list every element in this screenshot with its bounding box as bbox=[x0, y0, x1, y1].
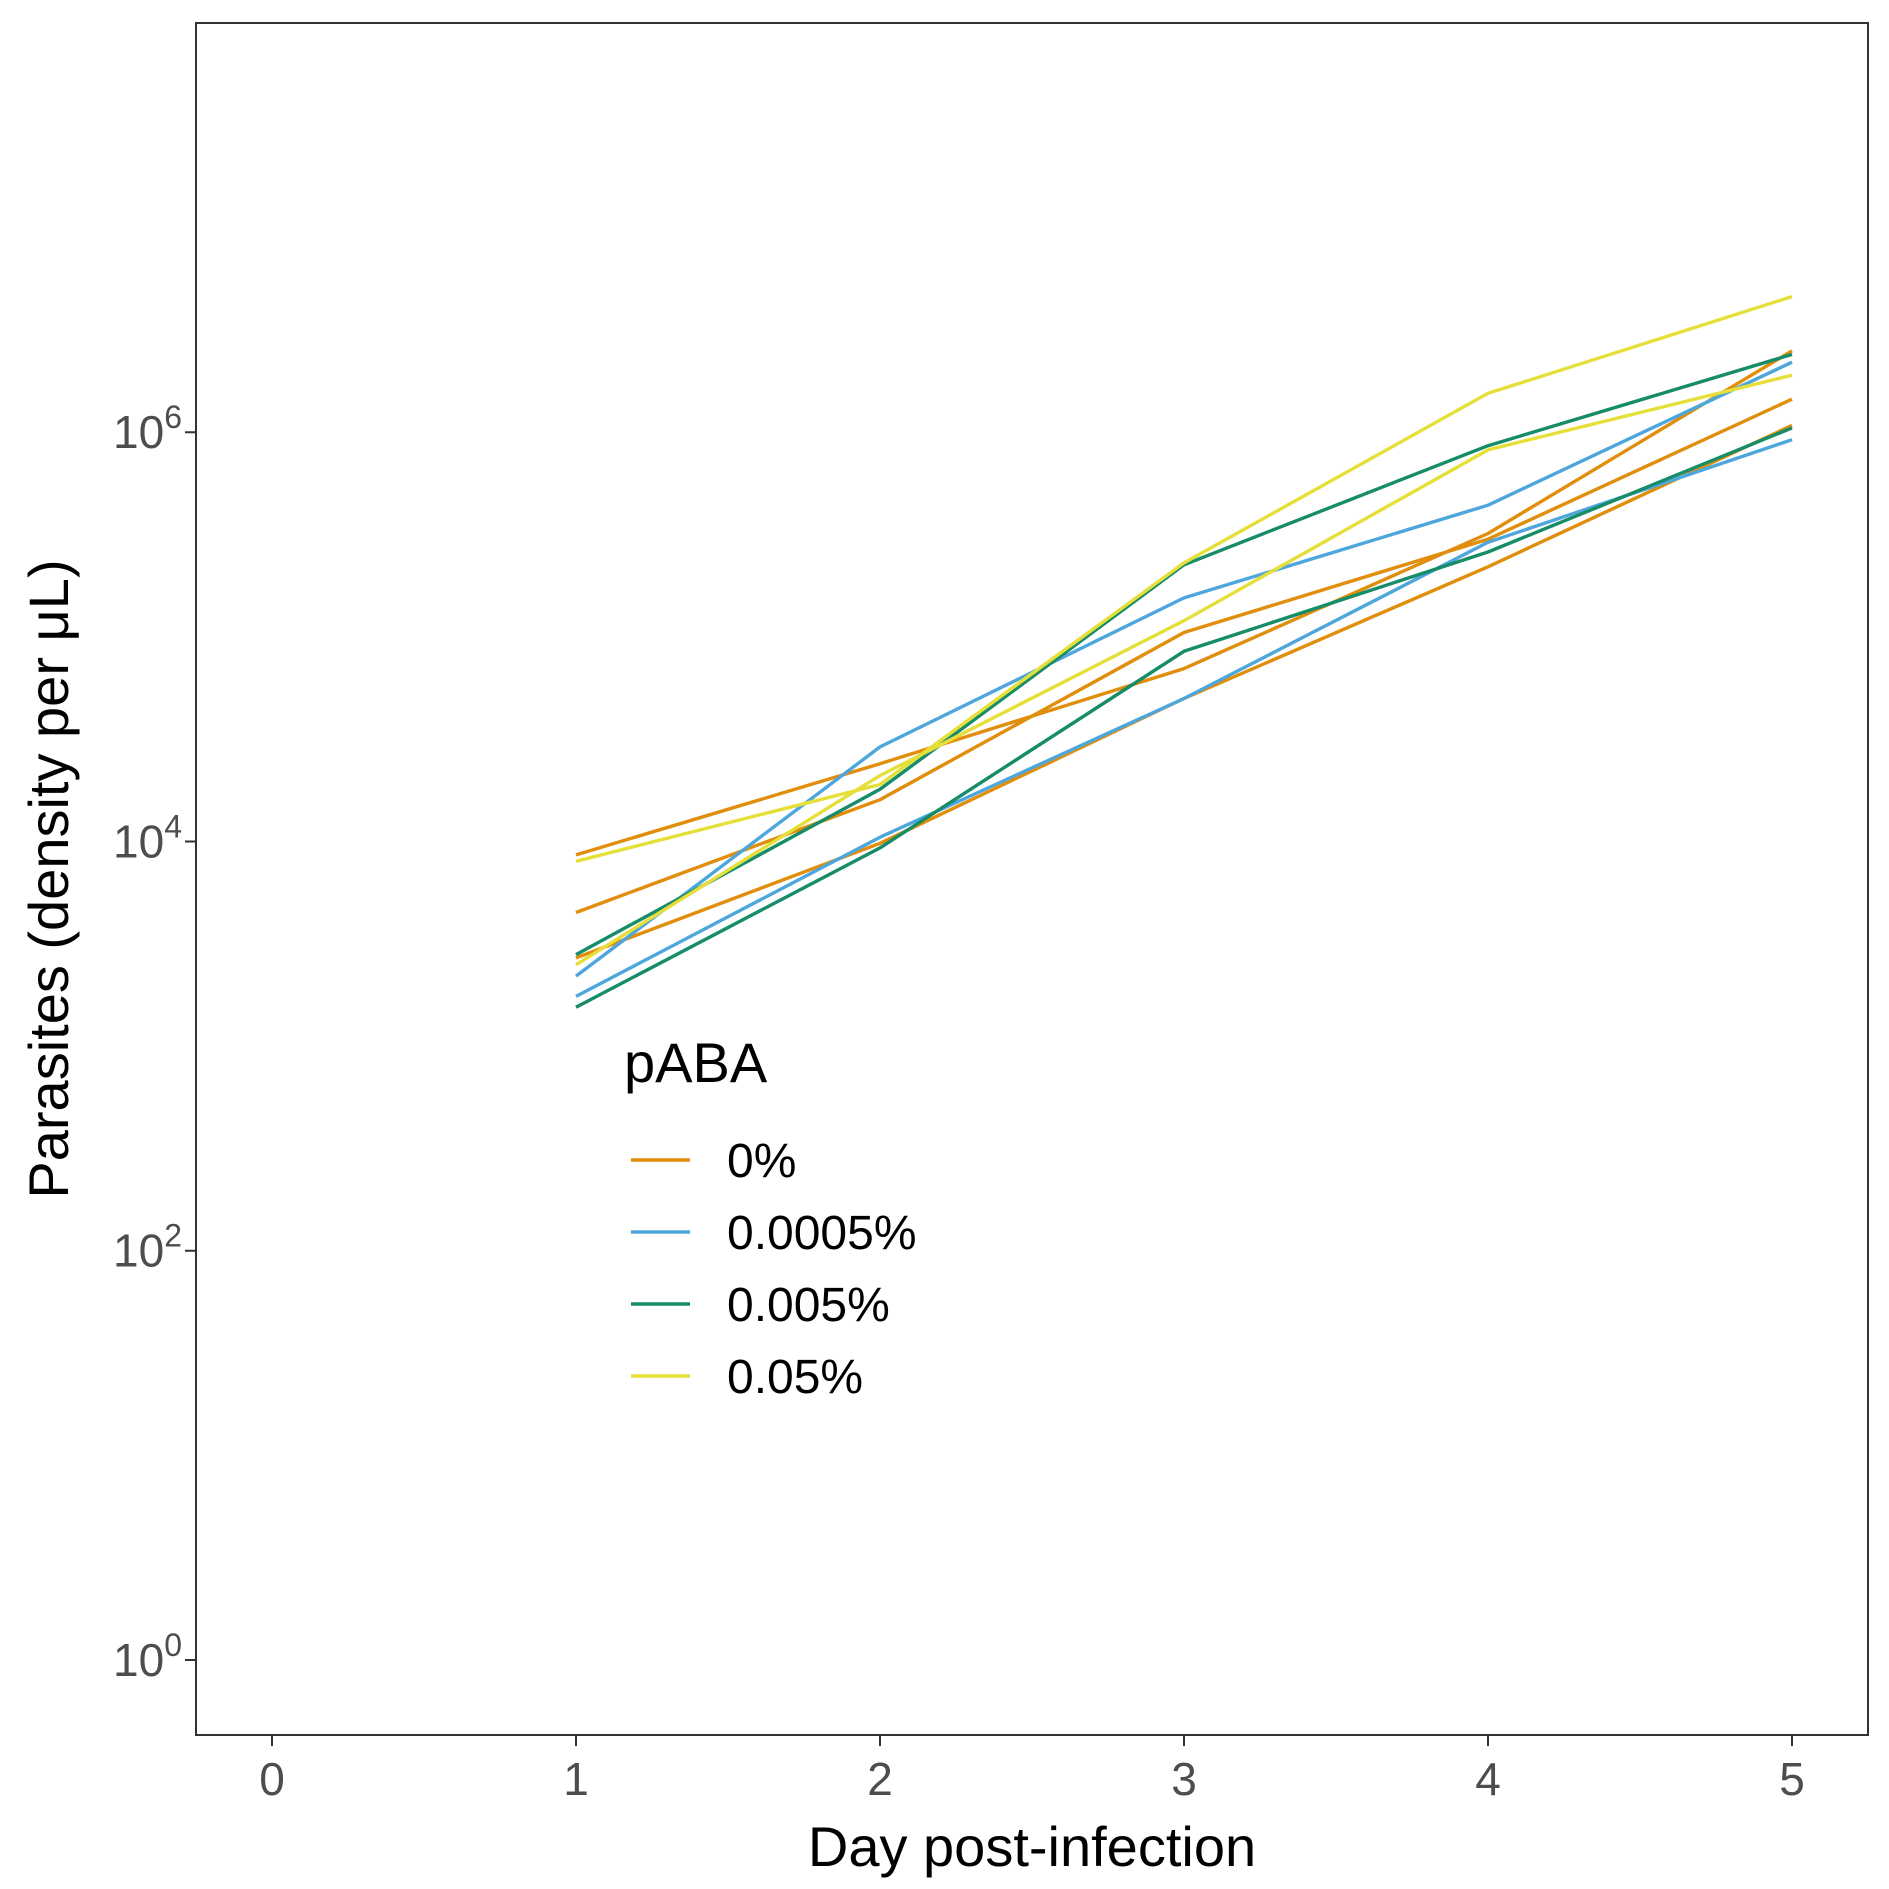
x-tick-label: 1 bbox=[563, 1753, 589, 1805]
y-axis-title: Parasites (density per μL) bbox=[17, 559, 80, 1198]
series-line-7 bbox=[575, 426, 1793, 1009]
legend-title: pABA bbox=[624, 1031, 768, 1094]
series-line-8 bbox=[575, 294, 1793, 863]
legend-label-3: 0.005% bbox=[727, 1279, 890, 1332]
series-line-9 bbox=[575, 373, 1793, 967]
legend-entries: 0% 0.0005% 0.005% 0.05% bbox=[631, 1135, 917, 1404]
series-line-4 bbox=[574, 360, 1793, 978]
series-line-3 bbox=[575, 423, 1793, 960]
y-tick-label: 100 bbox=[113, 1627, 182, 1686]
y-tick-label: 104 bbox=[113, 808, 182, 867]
y-tick-label: 102 bbox=[113, 1218, 182, 1277]
y-axis: 100 102 104 106 bbox=[113, 399, 196, 1686]
x-tick-label: 2 bbox=[867, 1753, 893, 1805]
x-tick-label: 5 bbox=[1779, 1753, 1805, 1805]
series-lines bbox=[574, 294, 1793, 1009]
y-tick-label: 106 bbox=[113, 399, 182, 458]
x-axis: 0 1 2 3 4 5 bbox=[259, 1735, 1805, 1805]
legend-label-1: 0% bbox=[727, 1135, 796, 1188]
x-tick-label: 4 bbox=[1475, 1753, 1501, 1805]
legend-label-2: 0.0005% bbox=[727, 1207, 917, 1260]
series-line-2 bbox=[575, 397, 1793, 915]
plot-panel-border bbox=[195, 22, 1869, 1736]
legend-label-4: 0.05% bbox=[727, 1351, 863, 1404]
series-line-6 bbox=[575, 352, 1793, 957]
legend: pABA 0% 0.0005% 0.005% 0.05% bbox=[624, 1031, 917, 1404]
x-axis-title: Day post-infection bbox=[808, 1815, 1256, 1878]
x-tick-label: 0 bbox=[259, 1753, 285, 1805]
series-line-5 bbox=[575, 438, 1793, 998]
series-line-1 bbox=[575, 349, 1793, 857]
x-tick-label: 3 bbox=[1171, 1753, 1197, 1805]
